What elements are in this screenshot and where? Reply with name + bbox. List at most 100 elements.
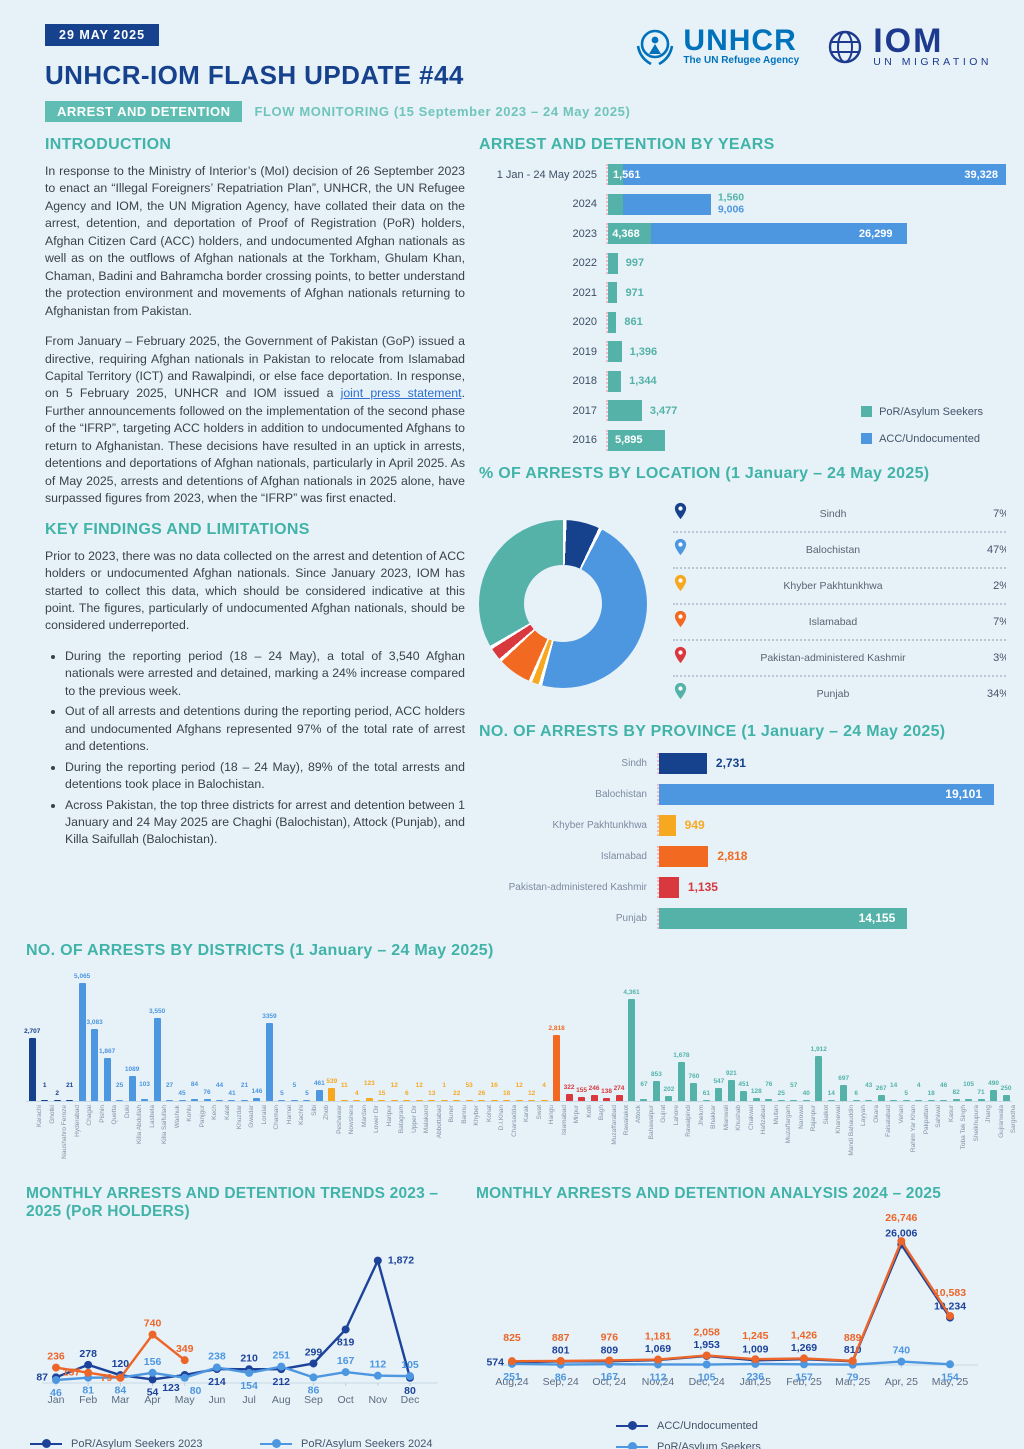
district-bar-item: 123 Lower Dir — [363, 969, 380, 1175]
district-value-label: 3359 — [262, 1012, 277, 1020]
province-bar-track: 949 — [657, 814, 994, 836]
data-point — [148, 1330, 157, 1339]
district-bar-item: 13 Abbottabad — [426, 969, 443, 1175]
district-bar-item: 105 Sheikhupura — [962, 969, 979, 1175]
district-bar-item: 5 Sibi — [301, 969, 318, 1175]
district-value-label: 4,361 — [623, 989, 640, 997]
province-chart: Sindh 2,731 Balochistan 19,101 Khyber Pakhtu… — [479, 752, 1006, 929]
district-bar — [715, 1088, 723, 1101]
data-point — [84, 1360, 93, 1369]
joint-press-statement-link[interactable]: joint press statement — [340, 386, 462, 401]
introduction-heading: INTRODUCTION — [45, 136, 172, 153]
district-value-label: 71 — [977, 1089, 985, 1097]
district-bar — [315, 1090, 323, 1101]
district-bar-item: 41 Khuzdar — [226, 969, 243, 1175]
district-value-label: 22 — [453, 1090, 461, 1097]
data-point — [373, 1256, 382, 1265]
data-point-label: 105 — [698, 1372, 716, 1384]
years-bar-row: 2021 971 — [479, 282, 1006, 303]
years-bar-track: 3,477 — [606, 400, 1006, 421]
district-bar — [990, 1089, 998, 1101]
district-bar-item: 27 Washuk — [163, 969, 181, 1175]
data-point-label: 154 — [240, 1380, 258, 1392]
district-bar — [553, 1035, 561, 1101]
por-value-label: 5,895 — [615, 434, 643, 446]
district-value-label: 15 — [378, 1090, 386, 1097]
por-bar-segment — [608, 282, 618, 303]
data-point-label: 112 — [650, 1371, 667, 1383]
years-bar-track: 5,895 — [606, 429, 1006, 451]
district-bar — [41, 1100, 49, 1101]
district-value-label: 12 — [415, 1082, 423, 1089]
key-finding-item: During the reporting period (18 – 24 May… — [65, 759, 465, 794]
province-bar-track: 14,155 — [657, 907, 994, 929]
data-point — [309, 1373, 318, 1382]
province-axis-label: Punjab — [615, 912, 647, 924]
x-axis-label: Feb — [79, 1394, 97, 1406]
district-bar — [78, 983, 86, 1101]
data-point-label: 825 — [503, 1332, 521, 1344]
legend-label: PoR/Asylum Seekers 2023 — [71, 1438, 203, 1449]
district-bar-item: 25 Muzaffargarh — [775, 969, 793, 1175]
district-bar-item: 322 Mirpur — [563, 969, 580, 1175]
data-point-label: 236 — [747, 1371, 765, 1383]
district-bar-item: 53 Khyber — [463, 969, 481, 1175]
x-axis-label: Jan — [48, 1394, 65, 1406]
district-bar-item: 12 Swat — [525, 969, 543, 1175]
district-bar-item: 12 Batagram — [388, 969, 406, 1175]
district-bar — [565, 1093, 573, 1101]
district-value-label: 40 — [802, 1090, 810, 1097]
data-point — [406, 1372, 414, 1381]
district-bar — [752, 1098, 760, 1101]
map-pin-icon — [673, 574, 695, 597]
data-point-label: 10,583 — [934, 1287, 966, 1299]
monthly-trends-block: MONTHLY ARRESTS AND DETENTION TRENDS 202… — [26, 1185, 466, 1449]
district-bar-item: 490 Gujranwala — [987, 969, 1004, 1175]
map-pin-icon — [673, 682, 695, 705]
district-value-label: 760 — [688, 1073, 700, 1081]
district-value-label: 82 — [952, 1089, 960, 1097]
data-point-label: 740 — [893, 1345, 911, 1357]
district-value-label: 921 — [725, 1069, 737, 1077]
data-point-label: 236 — [47, 1351, 65, 1363]
years-bar-row: 2019 1,396 — [479, 341, 1006, 362]
location-legend-row: Khyber Pakhtunkhwa 2% — [673, 569, 1006, 605]
district-bar — [365, 1098, 373, 1101]
district-value-label: 155 — [576, 1087, 587, 1095]
acc-value-label: 9,006 — [717, 203, 745, 215]
district-value-label: 697 — [838, 1074, 850, 1082]
data-point-label: 214 — [208, 1376, 226, 1388]
data-point-label: 1,009 — [742, 1343, 768, 1355]
district-bar-item: 146 Loralai — [251, 969, 268, 1175]
x-axis-label: May, 25 — [932, 1376, 969, 1388]
ACC/Undocumented-line — [511, 1242, 951, 1364]
district-value-label: 6 — [404, 1090, 409, 1097]
data-point-label: 156 — [144, 1356, 162, 1368]
main-columns: INTRODUCTION In response to the Ministry… — [45, 136, 1006, 942]
district-bar — [103, 1057, 111, 1101]
data-point — [556, 1356, 565, 1365]
district-bar — [965, 1098, 973, 1101]
district-bar-item: 3,550 Killa Saifullah — [149, 969, 168, 1175]
district-bar-item: 22 Bannu — [450, 969, 468, 1175]
district-bar — [540, 1100, 548, 1101]
province-bar-row: Khyber Pakhtunkhwa 949 — [479, 814, 1006, 836]
district-value-label: 61 — [702, 1089, 711, 1097]
province-bar-row: Punjab 14,155 — [479, 907, 1006, 929]
district-bar-item: 451 Chakwal — [738, 969, 754, 1175]
x-axis-label: Oct — [337, 1394, 353, 1406]
x-axis-label: Sep, 24 — [543, 1376, 579, 1388]
district-bar — [1002, 1095, 1010, 1101]
location-percent: 7% — [993, 615, 1006, 628]
district-value-label: 202 — [663, 1086, 675, 1094]
district-bar — [203, 1099, 211, 1101]
district-value-label: 103 — [139, 1080, 151, 1088]
district-value-label: 76 — [765, 1081, 773, 1089]
district-bar — [677, 1061, 685, 1101]
district-bar — [852, 1100, 860, 1101]
data-point-label: 154 — [941, 1371, 959, 1383]
years-axis-label: 2016 — [572, 434, 597, 446]
x-axis-label: Apr, 25 — [885, 1376, 918, 1388]
district-value-label: 146 — [251, 1087, 263, 1095]
map-pin-icon — [673, 538, 695, 561]
